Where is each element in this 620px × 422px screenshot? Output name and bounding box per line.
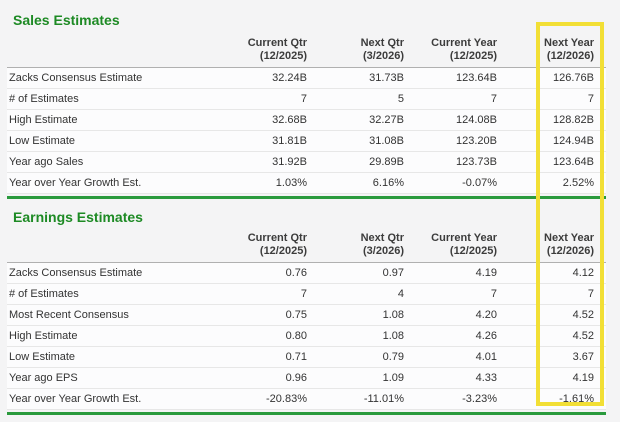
cell-next-year: 124.94B: [553, 135, 594, 147]
cell-next-qtr: 29.89B: [369, 156, 404, 168]
cell-next-qtr: 32.27B: [369, 114, 404, 126]
table-row-num-estimates: # of Estimates 7 4 7 7: [7, 284, 606, 305]
table-row-zacks-consensus: Zacks Consensus Estimate 0.76 0.97 4.19 …: [7, 263, 606, 284]
cell-next-qtr: 1.08: [382, 330, 404, 342]
cell-current-year: -3.23%: [462, 393, 497, 405]
cell-current-qtr: 31.92B: [272, 156, 307, 168]
cell-next-year: 128.82B: [553, 114, 594, 126]
cell-current-year: 4.01: [475, 351, 497, 363]
cell-current-year: 4.33: [475, 372, 497, 384]
cell-current-qtr: 0.71: [285, 351, 307, 363]
table-row-most-recent-consensus: Most Recent Consensus 0.75 1.08 4.20 4.5…: [7, 305, 606, 326]
column-header-current-qtr: Current Qtr (12/2025): [247, 232, 307, 257]
cell-current-qtr: -20.83%: [266, 393, 307, 405]
estimates-panel: Sales Estimates Current Qtr (12/2025) Ne…: [7, 0, 606, 415]
cell-current-qtr: 1.03%: [275, 177, 307, 189]
table-row-high-estimate: High Estimate 0.80 1.08 4.26 4.52: [7, 326, 606, 347]
cell-current-qtr: 7: [300, 93, 307, 105]
cell-next-year: 4.19: [572, 372, 594, 384]
cell-current-year: 124.08B: [456, 114, 497, 126]
cell-next-qtr: 0.79: [382, 351, 404, 363]
table-row-yoy-growth: Year over Year Growth Est. 1.03% 6.16% -…: [7, 173, 606, 194]
cell-current-qtr: 7: [300, 288, 307, 300]
row-label: High Estimate: [9, 330, 78, 342]
section-divider: [7, 196, 606, 199]
row-label: Year over Year Growth Est.: [9, 177, 142, 189]
row-label: Most Recent Consensus: [9, 309, 129, 321]
cell-next-year: 4.52: [572, 330, 594, 342]
table-row-yoy-growth: Year over Year Growth Est. -20.83% -11.0…: [7, 389, 606, 410]
cell-current-qtr: 0.80: [285, 330, 307, 342]
row-label: Zacks Consensus Estimate: [9, 72, 143, 84]
cell-next-year: 2.52%: [562, 177, 594, 189]
table-row-year-ago-eps: Year ago EPS 0.96 1.09 4.33 4.19: [7, 368, 606, 389]
column-header-current-qtr: Current Qtr (12/2025): [247, 37, 307, 62]
cell-current-year: 123.73B: [456, 156, 497, 168]
row-label: Low Estimate: [9, 351, 76, 363]
sales-section-title: Sales Estimates: [13, 12, 120, 28]
cell-current-year: 7: [490, 288, 497, 300]
cell-next-qtr: 31.73B: [369, 72, 404, 84]
row-label: Zacks Consensus Estimate: [9, 267, 143, 279]
row-label: # of Estimates: [9, 93, 79, 105]
cell-current-year: 123.64B: [456, 72, 497, 84]
cell-next-year: 126.76B: [553, 72, 594, 84]
header-spacer: [7, 232, 210, 258]
table-row-high-estimate: High Estimate 32.68B 32.27B 124.08B 128.…: [7, 110, 606, 131]
cell-next-qtr: 6.16%: [372, 177, 404, 189]
earnings-table-header-row: Current Qtr (12/2025) Next Qtr (3/2026) …: [7, 232, 606, 263]
cell-current-year: -0.07%: [462, 177, 497, 189]
cell-current-qtr: 0.76: [285, 267, 307, 279]
sales-estimates-section: Sales Estimates Current Qtr (12/2025) Ne…: [7, 0, 606, 194]
row-label: High Estimate: [9, 114, 78, 126]
cell-next-year: -1.61%: [559, 393, 594, 405]
cell-next-year: 123.64B: [553, 156, 594, 168]
row-label: Year over Year Growth Est.: [9, 393, 142, 405]
row-label: Low Estimate: [9, 135, 76, 147]
column-header-next-year: Next Year (12/2026): [544, 232, 594, 257]
cell-current-qtr: 32.68B: [272, 114, 307, 126]
row-label: # of Estimates: [9, 288, 79, 300]
cell-current-year: 7: [490, 93, 497, 105]
cell-next-year: 3.67: [572, 351, 594, 363]
column-header-current-year: Current Year (12/2025): [431, 232, 497, 257]
column-header-current-year: Current Year (12/2025): [431, 37, 497, 62]
cell-next-qtr: 31.08B: [369, 135, 404, 147]
cell-next-year: 7: [587, 288, 594, 300]
row-label: Year ago EPS: [9, 372, 78, 384]
cell-current-year: 123.20B: [456, 135, 497, 147]
cell-next-qtr: 5: [397, 93, 404, 105]
table-row-year-ago-sales: Year ago Sales 31.92B 29.89B 123.73B 123…: [7, 152, 606, 173]
cell-next-qtr: 1.09: [382, 372, 404, 384]
bottom-divider: [7, 412, 606, 415]
header-spacer: [7, 37, 210, 63]
column-header-next-qtr: Next Qtr (3/2026): [360, 232, 404, 257]
cell-next-qtr: 4: [397, 288, 404, 300]
row-label: Year ago Sales: [9, 156, 84, 168]
cell-next-qtr: 1.08: [382, 309, 404, 321]
earnings-section-title: Earnings Estimates: [13, 209, 143, 225]
table-row-low-estimate: Low Estimate 31.81B 31.08B 123.20B 124.9…: [7, 131, 606, 152]
cell-next-year: 4.52: [572, 309, 594, 321]
cell-current-qtr: 0.75: [285, 309, 307, 321]
cell-current-year: 4.19: [475, 267, 497, 279]
table-row-num-estimates: # of Estimates 7 5 7 7: [7, 89, 606, 110]
table-row-zacks-consensus: Zacks Consensus Estimate 32.24B 31.73B 1…: [7, 68, 606, 89]
cell-next-year: 4.12: [572, 267, 594, 279]
sales-table-header-row: Current Qtr (12/2025) Next Qtr (3/2026) …: [7, 37, 606, 68]
cell-next-qtr: 0.97: [382, 267, 404, 279]
cell-next-qtr: -11.01%: [363, 393, 404, 405]
table-row-low-estimate: Low Estimate 0.71 0.79 4.01 3.67: [7, 347, 606, 368]
cell-current-year: 4.26: [475, 330, 497, 342]
cell-current-qtr: 32.24B: [272, 72, 307, 84]
cell-current-year: 4.20: [475, 309, 497, 321]
column-header-next-year: Next Year (12/2026): [544, 37, 594, 62]
column-header-next-qtr: Next Qtr (3/2026): [360, 37, 404, 62]
cell-next-year: 7: [587, 93, 594, 105]
cell-current-qtr: 0.96: [285, 372, 307, 384]
cell-current-qtr: 31.81B: [272, 135, 307, 147]
earnings-estimates-section: Earnings Estimates Current Qtr (12/2025)…: [7, 199, 606, 410]
